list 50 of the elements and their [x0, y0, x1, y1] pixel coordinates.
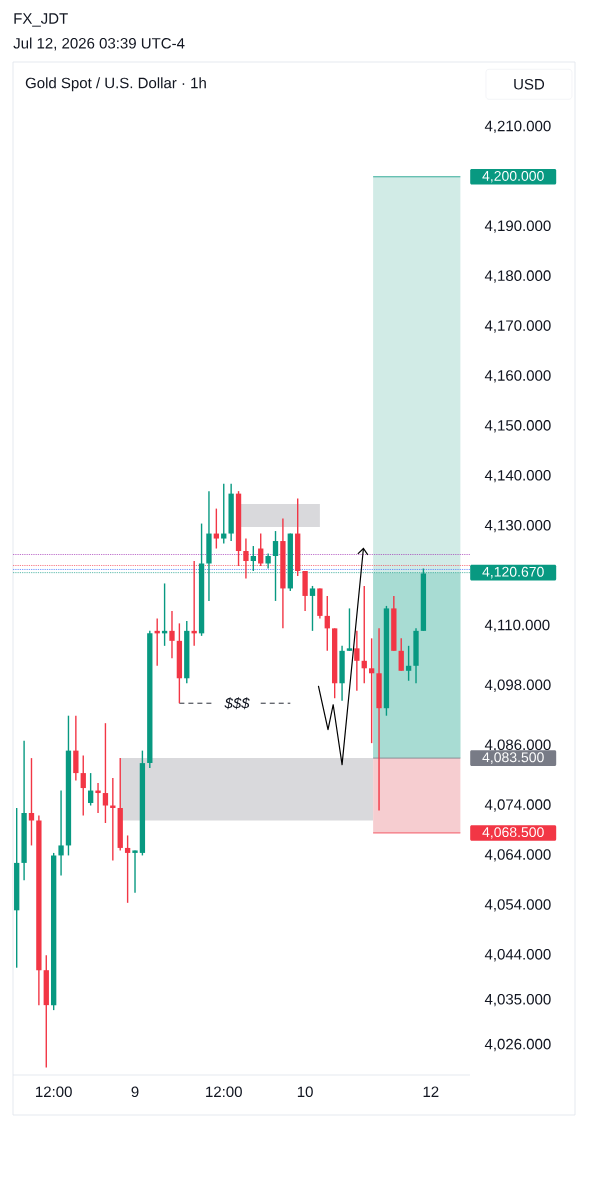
candlestick: [398, 637, 404, 672]
y-tick-label: 4,086.000: [484, 739, 551, 752]
candlestick: [221, 482, 227, 545]
candlestick: [250, 545, 256, 572]
y-tick-label: 4,110.000: [484, 619, 550, 633]
candlestick: [87, 772, 94, 807]
x-tick-label: 12:00: [36, 1086, 72, 1098]
candlestick: [169, 610, 175, 660]
ref-line-label: $$$: [224, 697, 250, 710]
ref-line-label: 4,083.500: [482, 752, 544, 764]
candlestick: [346, 607, 353, 652]
candlestick: [73, 715, 79, 782]
x-tick-label: 12: [423, 1086, 439, 1097]
x-tick-label: 10: [297, 1086, 313, 1098]
y-axis-title: USD: [514, 78, 545, 90]
x-tick-label: 12:00: [206, 1086, 242, 1098]
y-tick-label: 4,180.000: [484, 270, 551, 283]
y-tick-label: 4,150.000: [484, 420, 551, 433]
text: Gold Spot / U.S. Dollar · 1h: [25, 77, 206, 92]
y-tick-label: 4,098.000: [484, 679, 551, 692]
y-tick-label: 4,210.000: [484, 120, 551, 134]
y-tick-label: 4,140.000: [484, 469, 551, 483]
candlestick: [132, 849, 138, 894]
candlestick: [309, 585, 316, 632]
y-tick-label: 4,064.000: [484, 849, 551, 862]
ref-line-label: 4,068.500: [482, 827, 544, 839]
y-tick-label: 4,026.000: [484, 1038, 551, 1052]
text: Jul 12, 2026 03:39 UTC-4: [13, 37, 185, 51]
candlestick: [213, 507, 220, 550]
candlestick: [324, 595, 330, 652]
y-tick-label: 4,074.000: [484, 799, 551, 812]
y-tick-label: 4,170.000: [484, 320, 551, 333]
y-tick-label: 4,044.000: [484, 949, 551, 962]
candlestick: [405, 645, 412, 682]
y-tick-label: 4,054.000: [484, 899, 551, 912]
ref-line-label: 4,200.000: [482, 170, 544, 183]
candlestick: [124, 834, 131, 904]
y-tick-label: 4,160.000: [484, 370, 551, 383]
y-tick-label: 4,130.000: [484, 519, 551, 533]
candlestick: [80, 754, 86, 817]
text: FX_JDT: [14, 13, 68, 27]
y-tick-label: 4,190.000: [484, 220, 551, 233]
x-tick-label: 9: [131, 1086, 139, 1098]
candlestick: [368, 637, 375, 744]
y-tick-label: 4,035.000: [484, 993, 551, 1007]
candlestick: [95, 782, 101, 814]
candlestick: [58, 789, 64, 877]
ref-line-label: 4,120.670: [482, 566, 544, 579]
candlestick: [354, 630, 360, 692]
candlestick: [102, 722, 109, 824]
